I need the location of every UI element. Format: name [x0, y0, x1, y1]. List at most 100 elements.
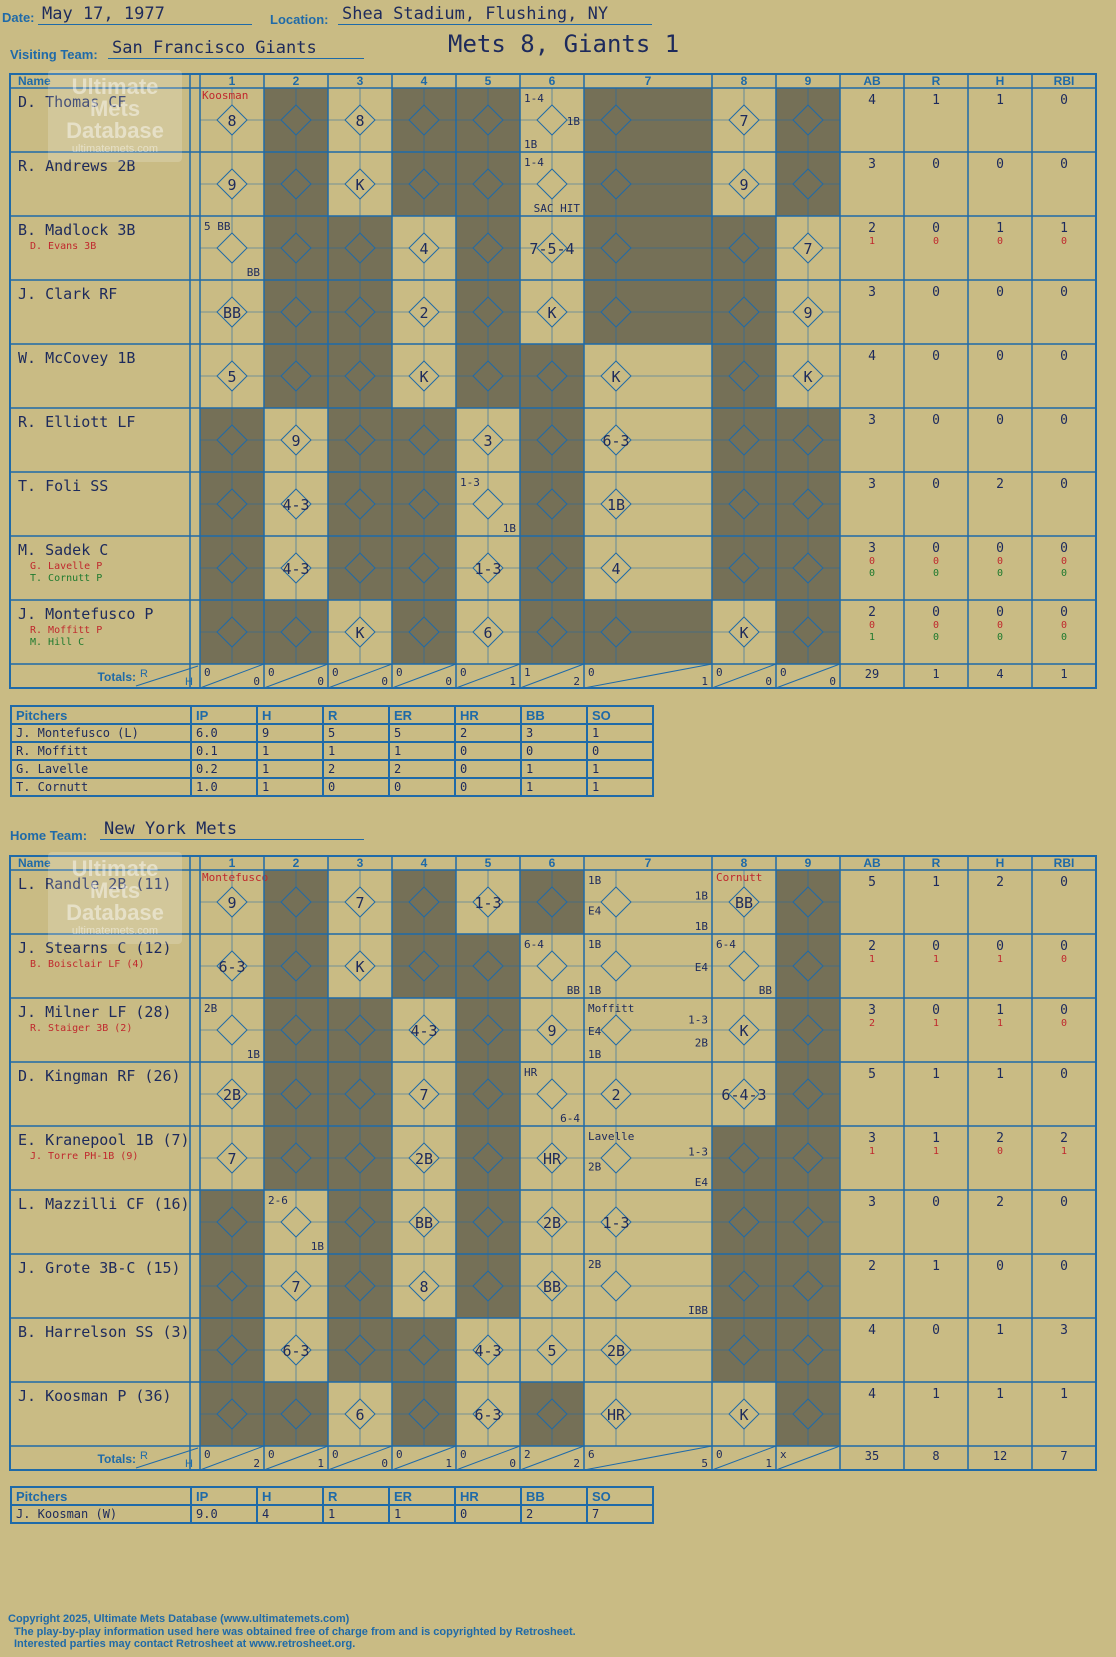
pitcher-stat: 1	[256, 741, 324, 761]
at-bat-result: K	[355, 176, 364, 194]
batter-stat: 0	[932, 605, 940, 620]
batter-stat: 5	[868, 875, 876, 890]
batter-stat: 0	[932, 477, 940, 492]
starting-pitcher-note: Montefusco	[202, 871, 268, 884]
batter-stat: 1	[1060, 221, 1068, 236]
batter-stat: 0	[997, 632, 1003, 643]
inning-hits: 0	[381, 675, 388, 688]
inning-header: 3	[357, 856, 364, 870]
batter-stat: 0	[1060, 1067, 1068, 1082]
batter-stat: 0	[1060, 1195, 1068, 1210]
at-bat-result: BB	[415, 1214, 433, 1232]
totals-slash	[199, 663, 265, 689]
pitcher-stat: 1	[586, 777, 654, 797]
batter-stat: 0	[932, 1003, 940, 1018]
batter-stat: 1	[996, 1323, 1004, 1338]
inning-hits: 0	[381, 1457, 388, 1470]
game-location: Shea Stadium, Flushing, NY	[338, 4, 652, 25]
runs-legend: R	[140, 1450, 148, 1462]
at-bat-result: 9	[227, 176, 236, 194]
totals-slash	[455, 1445, 521, 1471]
stat-column-header: R	[932, 74, 941, 88]
inning-hits: 0	[317, 675, 324, 688]
totals-slash	[519, 663, 585, 689]
batter-name: B. Madlock 3B	[18, 221, 135, 239]
at-bat-result: K	[611, 368, 620, 386]
totals-label: Totals:	[98, 1452, 136, 1466]
batter-stat: 5	[868, 1067, 876, 1082]
at-bat-result: HR	[607, 1406, 626, 1424]
batter-stat: 0	[933, 568, 939, 579]
pitcher-row: G. Lavelle 0.2 1 2 2 0 1 1	[10, 759, 654, 779]
pitcher-name: R. Moffitt	[10, 741, 192, 761]
batter-stat: 1	[1060, 1387, 1068, 1402]
at-bat-result: 5 BB	[204, 220, 231, 233]
batter-stat: 0	[933, 556, 939, 567]
batter-stat: 0	[1060, 541, 1068, 556]
inning-runs: 0	[204, 666, 211, 679]
inning-hits: 5	[701, 1457, 708, 1470]
totals-slash	[199, 1445, 265, 1471]
at-bat-result: 4-3	[282, 560, 309, 578]
game-total: 4	[996, 667, 1003, 681]
at-bat-result: BB	[223, 304, 241, 322]
batter-name: M. Sadek C	[18, 541, 108, 559]
at-bat-result: K	[355, 958, 364, 976]
substitute-name: M. Hill C	[30, 637, 84, 648]
at-bat-result: 2B	[695, 1037, 709, 1050]
at-bat-result: 9	[803, 304, 812, 322]
at-bat-result: 5	[227, 368, 236, 386]
at-bat-result: E4	[695, 1176, 709, 1189]
pitcher-stat: 7	[586, 1504, 654, 1524]
substitute-name: R. Staiger 3B (2)	[30, 1023, 132, 1034]
batter-stat: 2	[869, 1018, 875, 1029]
at-bat-result: 8	[419, 1278, 428, 1296]
watermark-logo: Ultimate Mets Database ultimatemets.com	[48, 70, 182, 162]
scorecard-border	[9, 855, 1097, 1471]
pitching-header-row: Pitchers IP H R ER HR BB SO	[10, 705, 654, 725]
batter-name: B. Harrelson SS (3)	[18, 1323, 190, 1341]
at-bat-result: 4-3	[410, 1022, 437, 1040]
inning-hits: 2	[573, 1457, 580, 1470]
batter-stat: 0	[1061, 236, 1067, 247]
batter-stat: 2	[868, 605, 876, 620]
batter-stat: 0	[1061, 954, 1067, 965]
home-team-label: Home Team:	[10, 828, 88, 843]
at-bat-result: BB	[735, 894, 753, 912]
totals-slash	[135, 1447, 199, 1469]
batter-stat: 0	[932, 285, 940, 300]
inning-header: 1	[229, 856, 236, 870]
stat-column-header: RBI	[1054, 74, 1075, 88]
pitcher-stat: 1	[520, 759, 588, 779]
footer-retrosheet-note: The play-by-play information used here w…	[14, 1626, 576, 1638]
inning-hits: 0	[509, 1457, 516, 1470]
at-bat-result: 2B	[543, 1214, 561, 1232]
at-bat-result: BB	[247, 266, 261, 279]
inning-runs: 0	[716, 1448, 723, 1461]
at-bat-result: 2-6	[268, 1194, 288, 1207]
inning-runs: 0	[332, 1448, 339, 1461]
stat-column-header: RBI	[1054, 856, 1075, 870]
hits-legend: H	[185, 676, 193, 688]
game-date: May 17, 1977	[38, 4, 252, 25]
pitching-stat-header: ER	[388, 705, 456, 725]
pitching-stat-header: HR	[454, 1486, 522, 1506]
batter-stat: 0	[996, 285, 1004, 300]
batter-stat: 0	[1061, 632, 1067, 643]
batter-stat: 0	[1060, 477, 1068, 492]
inning-runs: 0	[332, 666, 339, 679]
pitcher-stat: 0	[520, 741, 588, 761]
at-bat-result: 4-3	[474, 1342, 501, 1360]
inning-header: 5	[485, 856, 492, 870]
at-bat-result: 7	[739, 112, 748, 130]
at-bat-result: 7	[355, 894, 364, 912]
batter-stat: 0	[933, 620, 939, 631]
batter-name: J. Montefusco P	[18, 605, 153, 623]
inning-runs: 0	[588, 666, 595, 679]
pitcher-stat: 0	[454, 759, 522, 779]
inning-header: 8	[741, 74, 748, 88]
inning-header: 9	[805, 856, 812, 870]
batter-stat: 2	[996, 1195, 1004, 1210]
relief-pitcher-note: Cornutt	[716, 871, 762, 884]
at-bat-result: 7-5-4	[529, 240, 574, 258]
